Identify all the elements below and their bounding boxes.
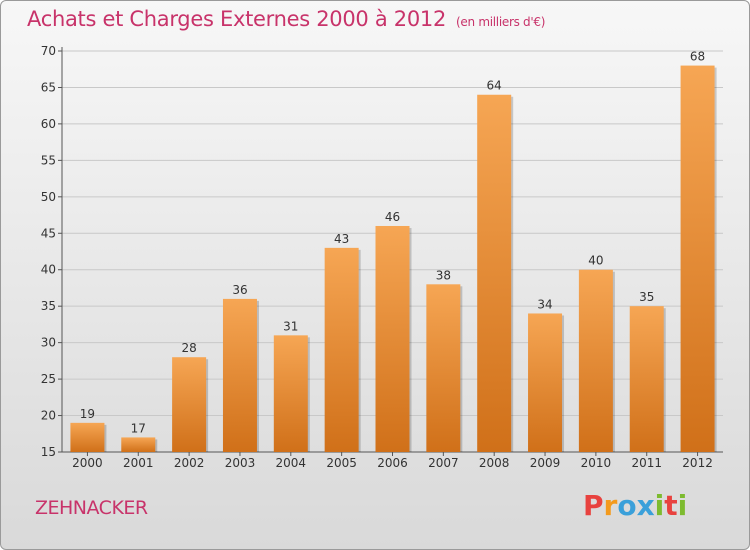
bar [528,313,563,452]
x-tick-label: 2004 [276,456,307,470]
bar-value-label: 28 [181,341,196,355]
x-tick-label: 2006 [377,456,408,470]
bar [375,225,410,452]
chart-title: Achats et Charges Externes 2000 à 2012 (e… [27,7,545,31]
logo-letter: i [677,489,688,522]
x-tick-label: 2001 [123,456,154,470]
logo-letter: i [654,489,665,522]
logo-letter: P [583,489,604,522]
bar [629,306,664,452]
y-tick-label: 65 [41,80,56,94]
x-tick-label: 2008 [479,456,510,470]
bar [70,422,105,452]
x-tick-label: 2012 [682,456,713,470]
logo-letter: t [664,489,678,522]
y-tick-label: 30 [41,336,56,350]
logo-letter: x [636,489,655,522]
bar-value-label: 35 [639,290,654,304]
y-tick-label: 55 [41,153,56,167]
logo-letter: o [617,489,637,522]
bar [578,269,613,452]
chart-unit-label: (en milliers d'€) [456,15,546,29]
bar-value-label: 68 [690,50,705,64]
labels: 15 20 25 30 35 40 45 50 55 60 65 70 19 2000 17 2001 28 20… [41,44,713,470]
y-tick-label: 15 [41,445,56,459]
bar [426,284,461,452]
x-tick-label: 2009 [530,456,561,470]
y-tick-label: 45 [41,226,56,240]
bar [324,247,359,452]
y-tick-label: 60 [41,117,56,131]
bar-value-label: 19 [80,407,95,421]
x-tick-label: 2010 [581,456,612,470]
bars [70,65,717,452]
bar [680,65,715,452]
x-tick-label: 2005 [326,456,357,470]
bar-value-label: 43 [334,232,349,246]
x-tick-label: 2011 [631,456,662,470]
commune-name: ZEHNACKER [35,497,148,519]
y-tick-label: 40 [41,263,56,277]
bar-value-label: 17 [131,421,146,435]
bar [477,94,512,452]
y-tick-label: 20 [41,409,56,423]
x-tick-label: 2003 [225,456,256,470]
y-tick-label: 35 [41,299,56,313]
bar-value-label: 36 [232,283,247,297]
chart-title-text: Achats et Charges Externes 2000 à 2012 [27,7,447,31]
bar-value-label: 64 [487,79,502,93]
x-tick-label: 2007 [428,456,459,470]
x-tick-label: 2002 [174,456,205,470]
x-tick-label: 2000 [72,456,103,470]
bar [172,357,207,452]
bar-value-label: 46 [385,210,400,224]
bar [273,335,308,452]
bar [121,437,156,452]
logo-letter: r [603,489,618,522]
bar-value-label: 34 [537,297,552,311]
proxiti-logo: Proxiti [583,489,687,522]
bar-value-label: 38 [436,268,451,282]
y-tick-label: 25 [41,372,56,386]
bar [222,298,257,452]
y-tick-label: 70 [41,44,56,58]
bar-value-label: 40 [588,254,603,268]
y-tick-label: 50 [41,190,56,204]
bar-value-label: 31 [283,319,298,333]
